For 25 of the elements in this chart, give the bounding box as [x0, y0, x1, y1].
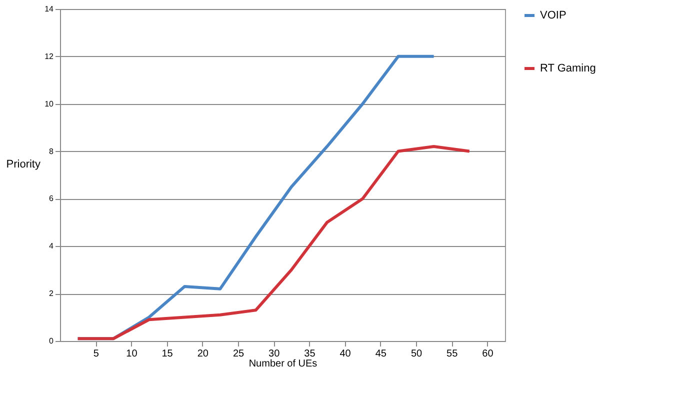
y-tick-label: 14: [44, 4, 54, 14]
legend-label: RT Gaming: [540, 62, 596, 74]
x-tick-label: 60: [482, 348, 494, 360]
x-tick-label: 55: [446, 348, 458, 360]
x-tick-label: 20: [197, 348, 209, 360]
line-series: [76, 145, 471, 340]
x-tick-label: 25: [232, 348, 244, 360]
y-tick-label: 0: [49, 336, 54, 346]
y-tick-label: 8: [49, 146, 54, 156]
x-tick-label: 15: [162, 348, 174, 360]
x-tick-label: 50: [410, 348, 422, 360]
y-tick-label: 10: [44, 99, 54, 108]
x-tick-label: 40: [340, 348, 352, 360]
legend-label: VOIP: [540, 10, 566, 22]
y-tick-label: 4: [49, 242, 54, 251]
y-tick-label: 12: [44, 52, 54, 61]
x-tick-label: 30: [268, 348, 280, 360]
x-axis-title: Number of UEs: [248, 358, 318, 370]
x-tick-label: 45: [375, 348, 387, 360]
y-tick-label: 2: [49, 289, 54, 298]
y-axis-title: Priority: [6, 158, 41, 170]
x-tick-label: 5: [93, 348, 100, 360]
y-tick-label: 6: [49, 194, 54, 204]
x-tick-label: 35: [304, 348, 316, 360]
x-tick-label: 10: [126, 348, 138, 360]
